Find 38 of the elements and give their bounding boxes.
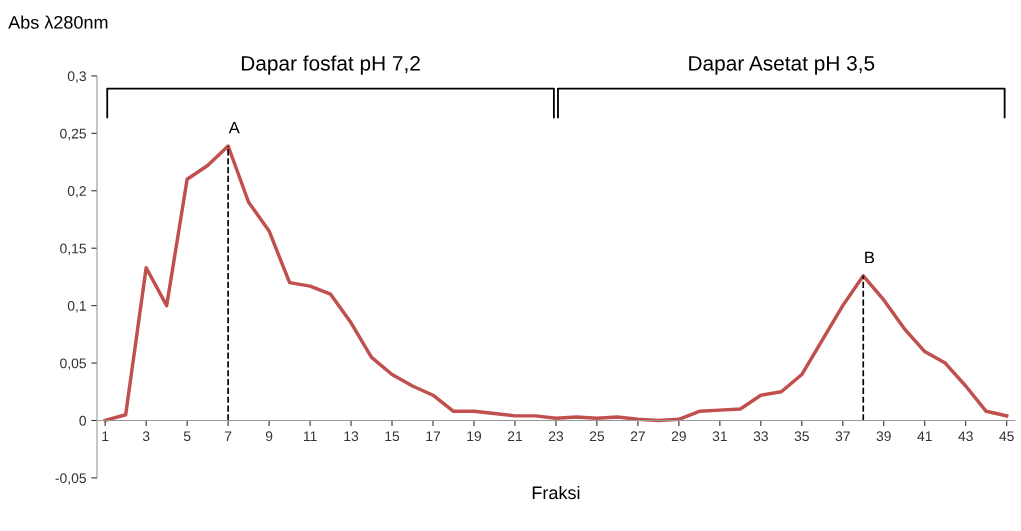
y-tick-label: 0,1 <box>67 300 86 313</box>
x-tick-label: 31 <box>712 431 727 442</box>
y-tick-label: -0,05 <box>55 473 86 485</box>
y-tick-label: 0,3 <box>67 71 86 83</box>
x-tick-label: 29 <box>671 431 686 442</box>
x-axis-title: Fraksi <box>532 485 580 500</box>
x-tick-label: 23 <box>548 431 564 442</box>
x-tick-label: 43 <box>958 431 973 442</box>
line-series <box>103 144 1009 423</box>
text: Dapar fosfat pH 7,2 <box>241 55 420 75</box>
x-tick-label: 27 <box>630 431 645 441</box>
x-tick-label: 5 <box>183 431 191 442</box>
y-tick-label: 0,2 <box>67 186 86 198</box>
y-tick-label: 0,25 <box>60 128 86 141</box>
x-tick-label: 13 <box>344 431 359 442</box>
text: Dapar Asetat pH 3,5 <box>689 55 875 75</box>
y-tick-label: 0,15 <box>60 243 86 256</box>
x-tick-label: 25 <box>589 431 605 442</box>
x-tick-label: 45 <box>999 431 1014 442</box>
x-tick-label: 21 <box>507 431 523 441</box>
x-tick-label: 41 <box>917 431 932 441</box>
x-tick-label: 33 <box>753 431 768 442</box>
x-tick-label: 7 <box>224 431 232 441</box>
y-tick-label: 0 <box>79 415 87 426</box>
y-tick-label: 0,05 <box>60 358 86 370</box>
x-tick-label: 9 <box>265 431 273 442</box>
x-tick-label: 1 <box>102 431 109 441</box>
x-tick-label: 39 <box>876 431 891 442</box>
x-tick-label: 35 <box>794 431 809 442</box>
x-tick-label: 37 <box>835 431 850 442</box>
annotation: B <box>865 251 875 264</box>
x-tick-label: 3 <box>142 431 150 442</box>
annotation: A <box>228 121 240 134</box>
y-axis-title: Abs λ280nm <box>8 15 108 29</box>
x-tick-label: 11 <box>303 431 317 441</box>
x-tick-label: 17 <box>426 431 441 441</box>
x-tick-label: 15 <box>385 431 400 442</box>
x-tick-label: 19 <box>467 431 482 442</box>
